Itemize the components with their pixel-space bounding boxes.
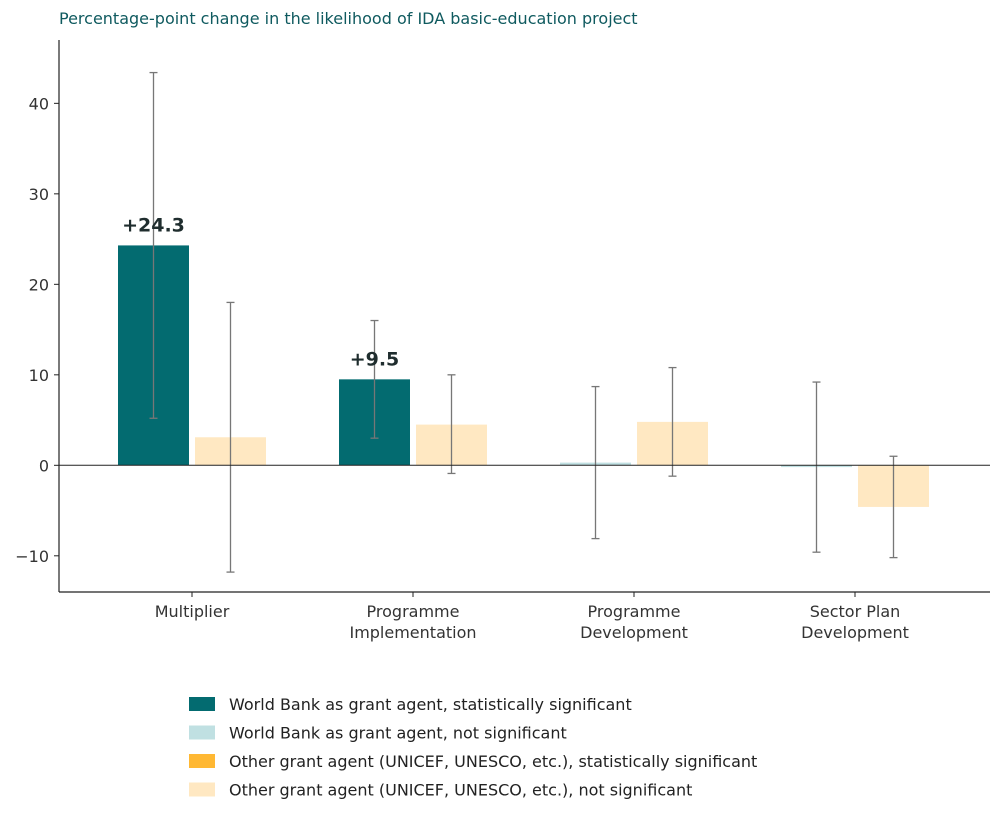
legend-swatch <box>189 754 215 768</box>
legend-label: Other grant agent (UNICEF, UNESCO, etc.)… <box>229 781 692 800</box>
x-tick-label: Sector Plan <box>810 602 901 621</box>
legend-label: World Bank as grant agent, statistically… <box>229 695 632 714</box>
legend-swatch <box>189 782 215 797</box>
x-tick-label: Implementation <box>349 623 476 642</box>
y-tick-label: −10 <box>15 547 49 566</box>
error-bar-s0-c2 <box>591 385 600 540</box>
error-bar-s0-c1 <box>370 319 379 439</box>
axes: −10 0 10 20 30 40 <box>15 40 990 597</box>
bars <box>118 245 929 507</box>
y-tick-label: 30 <box>29 185 49 204</box>
data-labels: +24.3 +9.5 <box>122 214 399 370</box>
legend-entry-1: World Bank as grant agent, not significa… <box>189 724 567 743</box>
category-labels: Multiplier Programme Implementation Program… <box>155 602 909 642</box>
x-tick-label: Programme <box>367 602 460 621</box>
legend-entry-3: Other grant agent (UNICEF, UNESCO, etc.)… <box>189 781 692 800</box>
legend-entry-2: Other grant agent (UNICEF, UNESCO, etc.)… <box>189 752 757 771</box>
x-tick-label: Multiplier <box>155 602 230 621</box>
error-bar-s0-c0 <box>149 71 158 419</box>
legend-entry-0: World Bank as grant agent, statistically… <box>189 695 632 714</box>
data-label-s0-c1: +9.5 <box>350 348 400 370</box>
legend-label: Other grant agent (UNICEF, UNESCO, etc.)… <box>229 752 757 771</box>
legend-swatch <box>189 725 215 740</box>
error-bar-s1-c0 <box>226 301 235 573</box>
x-tick-label: Development <box>801 623 909 642</box>
error-bar-s1-c2 <box>668 366 677 477</box>
chart-title: Percentage-point change in the likelihoo… <box>59 9 638 28</box>
legend-label: World Bank as grant agent, not significa… <box>229 724 567 743</box>
x-tick-label: Programme <box>588 602 681 621</box>
legend-swatch <box>189 697 215 711</box>
error-bar-s0-c3 <box>812 381 821 553</box>
error-bar-s1-c1 <box>447 374 456 475</box>
legend: World Bank as grant agent, statistically… <box>189 695 757 800</box>
data-label-s0-c0: +24.3 <box>122 214 185 236</box>
y-tick-label: 0 <box>39 456 49 475</box>
error-bar-s1-c3 <box>889 455 898 559</box>
x-tick-label: Development <box>580 623 688 642</box>
y-tick-label: 40 <box>29 94 49 113</box>
y-tick-label: 20 <box>29 275 49 294</box>
y-tick-label: 10 <box>29 366 49 385</box>
error-bars <box>149 71 898 573</box>
